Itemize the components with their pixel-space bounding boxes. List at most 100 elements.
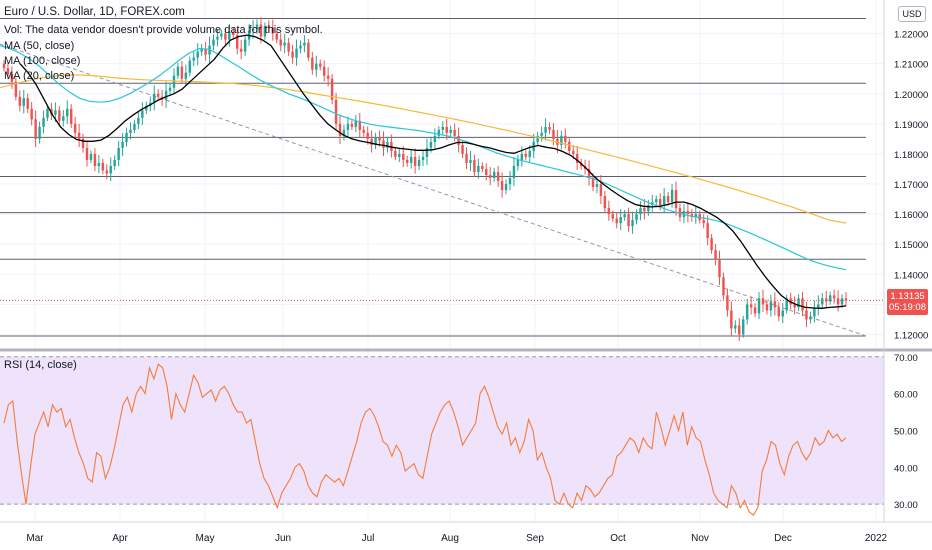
candle-body <box>631 220 634 227</box>
candle-body <box>520 153 524 160</box>
candle-body <box>271 27 275 34</box>
candle-body <box>741 319 745 335</box>
candle-body <box>773 301 777 308</box>
candle-body <box>54 110 57 115</box>
time-tick-label: Nov <box>691 533 709 544</box>
candle-body <box>453 129 456 136</box>
candle-body <box>398 153 401 157</box>
time-axis[interactable]: Mar Apr May Jun Jul Aug Sep Oct Nov Dec 2022 <box>26 533 887 544</box>
ma-50-line <box>0 45 847 271</box>
candle-body <box>722 277 725 296</box>
volume-note[interactable]: Vol: The data vendor doesn't provide vol… <box>4 24 323 36</box>
candle-body <box>14 81 18 97</box>
candle-body <box>141 110 144 118</box>
candle-body <box>299 45 302 49</box>
candle-body <box>777 307 781 317</box>
candle-body <box>643 208 646 212</box>
candle-body <box>137 117 140 124</box>
rsi-legend[interactable]: RSI (14, close) <box>4 359 77 371</box>
candle-body <box>540 132 543 136</box>
time-tick-label: Mar <box>26 533 44 544</box>
candle-body <box>232 32 235 36</box>
candle-body <box>291 51 294 58</box>
candle-body <box>204 48 207 55</box>
candle-body <box>603 196 607 209</box>
candle-body <box>575 153 579 163</box>
candle-body <box>611 214 614 219</box>
candle-body <box>386 141 389 148</box>
candle-body <box>832 295 836 299</box>
currency-button[interactable]: USD <box>898 6 926 22</box>
candle-body <box>607 208 611 215</box>
candle-body <box>224 33 227 40</box>
price-tick-label: 1.17000 <box>894 180 928 191</box>
candle-body <box>338 123 342 136</box>
rsi-band <box>0 356 884 505</box>
candle-body <box>394 150 397 157</box>
candle-body <box>58 110 61 121</box>
candle-body <box>817 304 820 308</box>
ma-100-legend[interactable]: MA (100, close) <box>4 55 81 67</box>
candle-body <box>409 156 413 163</box>
candle-body <box>828 295 832 302</box>
ma-100-line <box>0 74 847 224</box>
candle-body <box>560 135 563 145</box>
ma-20-legend[interactable]: MA (20, close) <box>4 70 75 82</box>
time-tick-label: Apr <box>112 533 128 544</box>
candle-body <box>243 39 247 52</box>
candle-body <box>168 87 172 91</box>
candle-body <box>279 39 282 46</box>
candle-body <box>172 75 176 88</box>
candle-body <box>662 196 666 206</box>
candle-body <box>678 208 682 218</box>
trendline[interactable] <box>0 43 867 337</box>
candle-body <box>524 153 528 157</box>
candle-body <box>726 295 729 311</box>
symbol-title[interactable]: Euro / U.S. Dollar, 1D, FOREX.com <box>4 6 185 18</box>
candle-body <box>797 298 800 308</box>
candle-body <box>180 66 184 79</box>
last-price-tag: 1.13135 05:19:08 <box>887 289 928 315</box>
candle-body <box>686 211 690 215</box>
candle-body <box>358 120 362 130</box>
candle-body <box>220 33 223 37</box>
rsi-line <box>3 363 847 517</box>
candle-body <box>405 159 409 163</box>
candle-body <box>670 190 674 203</box>
time-tick-label: 2022 <box>865 533 888 544</box>
candle-body <box>496 171 500 182</box>
rsi-axis[interactable]: 70.00 60.00 50.00 40.00 30.00 <box>894 353 918 511</box>
time-tick-label: Oct <box>610 533 626 544</box>
candle-body <box>591 178 595 188</box>
candle-body <box>330 78 334 100</box>
candle-body <box>485 168 488 175</box>
candle-body <box>311 57 314 70</box>
candle-body <box>658 199 662 206</box>
bar-countdown: 05:19:08 <box>889 302 926 313</box>
price-tick-label: 1.15000 <box>894 240 928 251</box>
candle-body <box>34 119 37 139</box>
candle-body <box>706 223 709 239</box>
candle-body <box>81 138 85 148</box>
horizontal-levels[interactable] <box>0 18 866 337</box>
candle-body <box>69 108 73 124</box>
candle-body <box>765 304 769 311</box>
candle-body <box>192 57 195 61</box>
candle-body <box>196 51 199 58</box>
time-tick-label: Dec <box>774 533 792 544</box>
candle-body <box>595 184 599 188</box>
candle-body <box>342 129 346 136</box>
candle-body <box>101 162 105 171</box>
candle-body <box>216 36 219 40</box>
candle-body <box>125 132 128 142</box>
candle-body <box>73 123 77 133</box>
candle-body <box>655 199 658 203</box>
candle-body <box>536 135 539 142</box>
price-tick-label: 1.19000 <box>894 120 928 131</box>
candle-body <box>457 135 460 145</box>
ma-50-legend[interactable]: MA (50, close) <box>4 40 75 52</box>
candle-body <box>239 48 243 52</box>
candle-body <box>469 159 472 163</box>
candle-body <box>445 126 448 133</box>
